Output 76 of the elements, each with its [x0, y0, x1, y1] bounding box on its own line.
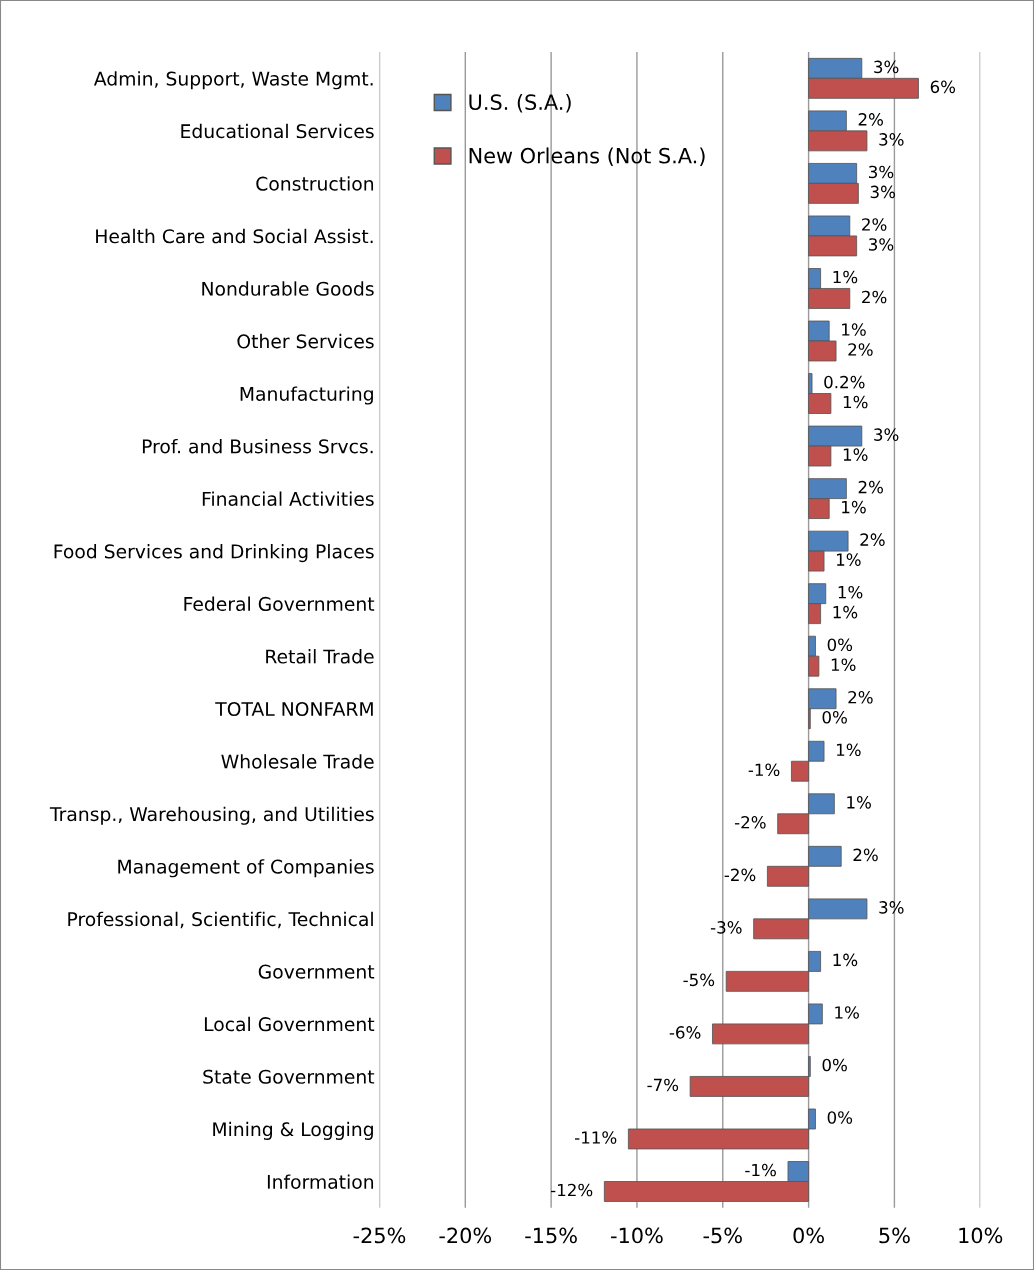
data-label: 1%: [842, 323, 866, 336]
y-tick-label: Transp., Warehousing, and Utilities: [49, 806, 374, 825]
data-label: 2%: [848, 343, 873, 356]
data-label: -1%: [748, 763, 780, 777]
data-label: 3%: [870, 185, 895, 199]
data-label: 1%: [836, 553, 861, 566]
data-label: 2%: [848, 690, 873, 704]
data-label: 1%: [842, 500, 866, 514]
data-label: -1%: [745, 1163, 776, 1177]
y-tick-label: Information: [267, 1174, 374, 1189]
data-label: 1%: [833, 605, 858, 619]
data-label: 3%: [879, 901, 904, 914]
x-tick-label: 10%: [959, 1227, 1003, 1244]
y-tick-label: Financial Activities: [202, 491, 374, 506]
data-label: 6%: [930, 80, 956, 94]
data-label: 0%: [827, 638, 853, 652]
y-tick-label: Professional, Scientific, Technical: [68, 911, 373, 929]
data-label: -6%: [669, 1026, 701, 1039]
data-label: 1%: [843, 448, 868, 461]
data-label: 3%: [874, 60, 899, 74]
data-label: 1%: [836, 743, 861, 757]
y-tick-label: Admin, Support, Waste Mgmt.: [93, 71, 373, 90]
x-tick-label: 5%: [879, 1227, 910, 1244]
y-tick-label: Local Government: [204, 1016, 375, 1032]
y-tick-label: Federal Government: [184, 596, 375, 612]
x-tick-label: 0%: [793, 1227, 824, 1244]
data-label: 1%: [833, 953, 858, 967]
data-label: 2%: [860, 533, 885, 546]
data-label: -12%: [550, 1183, 593, 1197]
y-tick-label: Manufacturing: [240, 386, 373, 405]
data-label: -11%: [575, 1131, 617, 1144]
y-tick-label: Prof. and Business Srvcs.: [142, 438, 373, 454]
data-label: -7%: [647, 1078, 679, 1092]
data-label: -2%: [724, 868, 756, 882]
data-label: 1%: [831, 658, 856, 671]
data-label: 0%: [827, 1111, 853, 1124]
data-label: 2%: [853, 848, 878, 862]
data-label: 2%: [858, 113, 883, 126]
y-tick-label: Mining & Logging: [213, 1121, 373, 1140]
data-label: 1%: [847, 796, 871, 809]
data-label: 3%: [874, 428, 899, 441]
y-tick-label: State Government: [203, 1069, 375, 1084]
data-label: 0%: [822, 710, 847, 724]
data-label: 0.2%: [824, 375, 865, 389]
data-label: 0%: [822, 1058, 847, 1072]
y-tick-label: Educational Services: [181, 123, 374, 139]
y-tick-label: Health Care and Social Assist.: [96, 228, 373, 244]
y-tick-label: Food Services and Drinking Places: [54, 544, 374, 563]
y-tick-label: Nondurable Goods: [202, 281, 374, 296]
x-tick-label: -10%: [611, 1227, 663, 1244]
x-tick-label: -15%: [525, 1227, 577, 1244]
y-tick-label: TOTAL NONFARM: [215, 701, 373, 717]
y-tick-label: Retail Trade: [266, 649, 374, 664]
y-tick-label: Construction: [256, 176, 374, 191]
y-tick-label: Management of Companies: [118, 859, 374, 878]
data-label: -3%: [710, 921, 742, 934]
data-label: 2%: [858, 480, 883, 494]
legend-label: U.S. (S.A.): [469, 93, 571, 113]
y-tick-label: Other Services: [237, 333, 374, 349]
legend-label: New Orleans (Not S.A.): [469, 147, 705, 167]
x-tick-label: -25%: [353, 1227, 406, 1244]
data-label: 3%: [869, 238, 894, 251]
x-tick-label: -5%: [703, 1227, 742, 1244]
data-label: -5%: [683, 973, 715, 987]
data-label: 1%: [838, 585, 863, 599]
data-label: 3%: [879, 133, 904, 146]
data-label: 2%: [862, 218, 887, 231]
y-tick-label: Government: [258, 964, 375, 979]
data-label: 1%: [835, 1006, 859, 1019]
data-label: 1%: [843, 395, 868, 409]
data-label: 3%: [869, 165, 894, 179]
data-label: 2%: [862, 290, 887, 304]
y-tick-label: Wholesale Trade: [221, 754, 374, 769]
x-tick-label: -20%: [439, 1227, 492, 1244]
data-label: -2%: [734, 815, 766, 829]
data-label: 1%: [833, 270, 858, 284]
